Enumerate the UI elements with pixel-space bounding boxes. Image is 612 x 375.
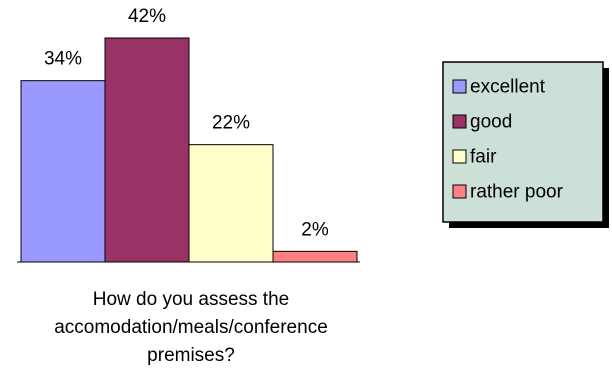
legend-label-good: good (470, 112, 512, 133)
caption-line-1: How do you assess the (93, 289, 289, 310)
legend: excellent good fair rather poor (442, 61, 609, 228)
value-label-rather-poor: 2% (301, 219, 329, 240)
legend-swatch-excellent (452, 79, 467, 94)
bar-fair (188, 144, 274, 263)
value-label-good: 42% (128, 6, 166, 27)
bars-group (20, 37, 358, 263)
legend-items: excellent good fair rather poor (452, 77, 564, 203)
bar-good (104, 37, 190, 263)
bar-rather-poor (272, 250, 358, 263)
bar-excellent (20, 80, 106, 263)
value-label-excellent: 34% (44, 49, 82, 70)
caption-line-3: premises? (147, 345, 235, 366)
legend-label-rather-poor: rather poor (470, 182, 564, 203)
legend-swatch-good (452, 114, 467, 129)
value-labels-group: 34% 42% 22% 2% (44, 6, 329, 240)
value-label-fair: 22% (212, 113, 250, 134)
caption-line-2: accomodation/meals/conference (54, 317, 328, 338)
legend-label-fair: fair (470, 147, 497, 168)
legend-box (442, 61, 604, 223)
legend-swatch-fair (452, 149, 467, 164)
legend-label-excellent: excellent (470, 77, 546, 98)
chart-caption: How do you assess the accomodation/meals… (54, 289, 328, 366)
legend-swatch-rather-poor (452, 184, 467, 199)
